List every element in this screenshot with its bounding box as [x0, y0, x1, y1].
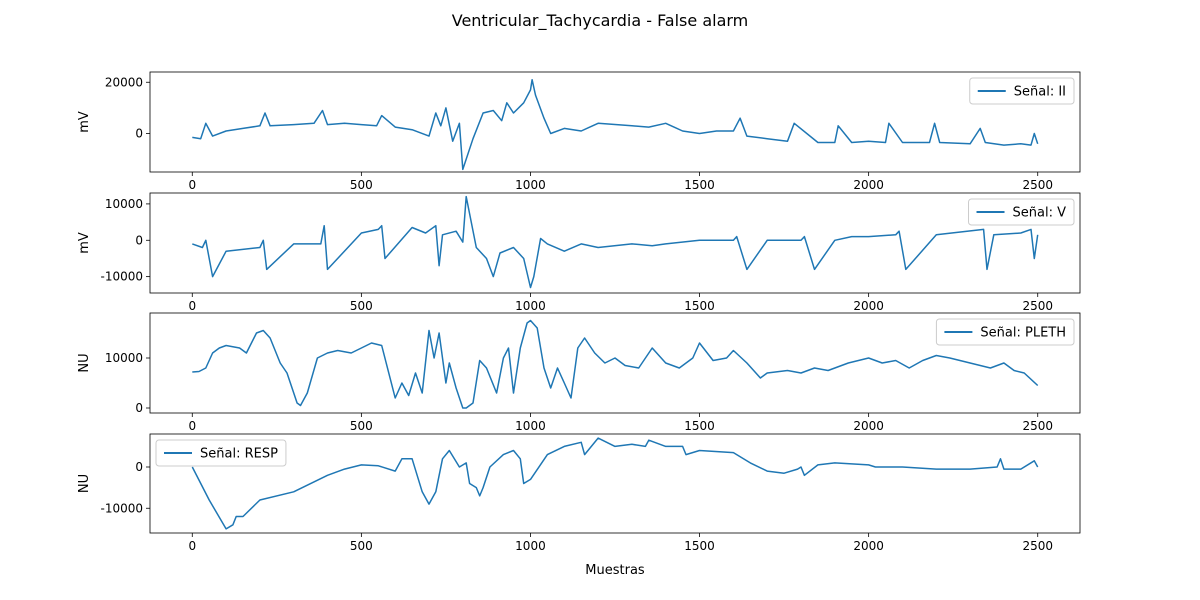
y-tick-label: 0 — [135, 127, 143, 141]
legend-box — [155, 439, 287, 467]
figure-title: Ventricular_Tachycardia - False alarm — [452, 11, 749, 31]
x-tick-label: 1500 — [684, 539, 715, 553]
y-tick-label: 0 — [135, 233, 143, 247]
legend: Señal: PLETH — [935, 318, 1075, 346]
y-tick-label: 10000 — [105, 351, 143, 365]
y-axis-label: mV — [77, 111, 92, 133]
legend: Señal: RESP — [155, 439, 287, 467]
x-tick-label: 0 — [188, 539, 196, 553]
x-tick-label: 0 — [188, 419, 196, 433]
legend-box — [968, 198, 1075, 226]
x-tick-label: 1000 — [515, 178, 546, 192]
x-tick-label: 1500 — [684, 299, 715, 313]
x-tick-label: 500 — [350, 539, 373, 553]
legend: Señal: V — [968, 198, 1075, 226]
y-axis-label: NU — [77, 474, 92, 493]
axes-frame — [149, 192, 1081, 294]
x-tick-label: 2500 — [1022, 299, 1053, 313]
x-tick-label: 500 — [350, 178, 373, 192]
y-axis-label: mV — [77, 232, 92, 254]
panel-4: 0 500 1000 1500 2000 2500 -10000 0 NU Señal: RESP — [77, 433, 1081, 553]
legend-box — [935, 318, 1075, 346]
x-tick-label: 2000 — [853, 178, 884, 192]
x-tick-label: 2000 — [853, 299, 884, 313]
axes-frame — [149, 71, 1081, 173]
panel-1: 0 500 1000 1500 2000 2500 0 20000 mV Señal: II — [77, 71, 1081, 192]
x-tick-label: 2000 — [853, 539, 884, 553]
x-tick-label: 0 — [188, 178, 196, 192]
x-tick-label: 2500 — [1022, 539, 1053, 553]
legend-label: Señal: II — [1014, 85, 1066, 100]
x-tick-label: 1000 — [515, 419, 546, 433]
x-axis-label: Muestras — [585, 563, 645, 578]
legend-box — [969, 77, 1075, 105]
x-tick-label: 0 — [188, 299, 196, 313]
x-tick-label: 2500 — [1022, 419, 1053, 433]
x-tick-label: 2000 — [853, 419, 884, 433]
x-tick-label: 1000 — [515, 539, 546, 553]
x-tick-label: 500 — [350, 299, 373, 313]
y-axis-label: NU — [77, 353, 92, 372]
y-tick-label: 10000 — [105, 197, 143, 211]
axes-frame — [149, 312, 1081, 414]
x-tick-label: 1500 — [684, 178, 715, 192]
series-line — [192, 78, 1039, 171]
y-tick-label: 0 — [135, 401, 143, 415]
x-tick-label: 500 — [350, 419, 373, 433]
legend-label: Señal: RESP — [200, 447, 278, 462]
x-tick-label: 1500 — [684, 419, 715, 433]
x-tick-label: 1000 — [515, 299, 546, 313]
legend-label: Señal: PLETH — [980, 326, 1066, 341]
legend: Señal: II — [969, 77, 1075, 105]
axes-frame — [149, 433, 1081, 534]
series-line — [192, 195, 1039, 289]
y-tick-label: -10000 — [100, 501, 143, 515]
y-tick-label: 20000 — [105, 75, 143, 89]
panel-2: 0 500 1000 1500 2000 2500 -10000 0 10000 mV Señal:… — [77, 192, 1081, 313]
y-tick-label: -10000 — [100, 270, 143, 284]
legend-label: Señal: V — [1013, 206, 1067, 221]
panel-3: 0 500 1000 1500 2000 2500 0 10000 NU Señal: PLETH — [77, 312, 1081, 433]
series-line — [191, 437, 1039, 530]
y-tick-label: 0 — [135, 460, 143, 474]
x-tick-label: 2500 — [1022, 178, 1053, 192]
series-line — [192, 319, 1039, 409]
